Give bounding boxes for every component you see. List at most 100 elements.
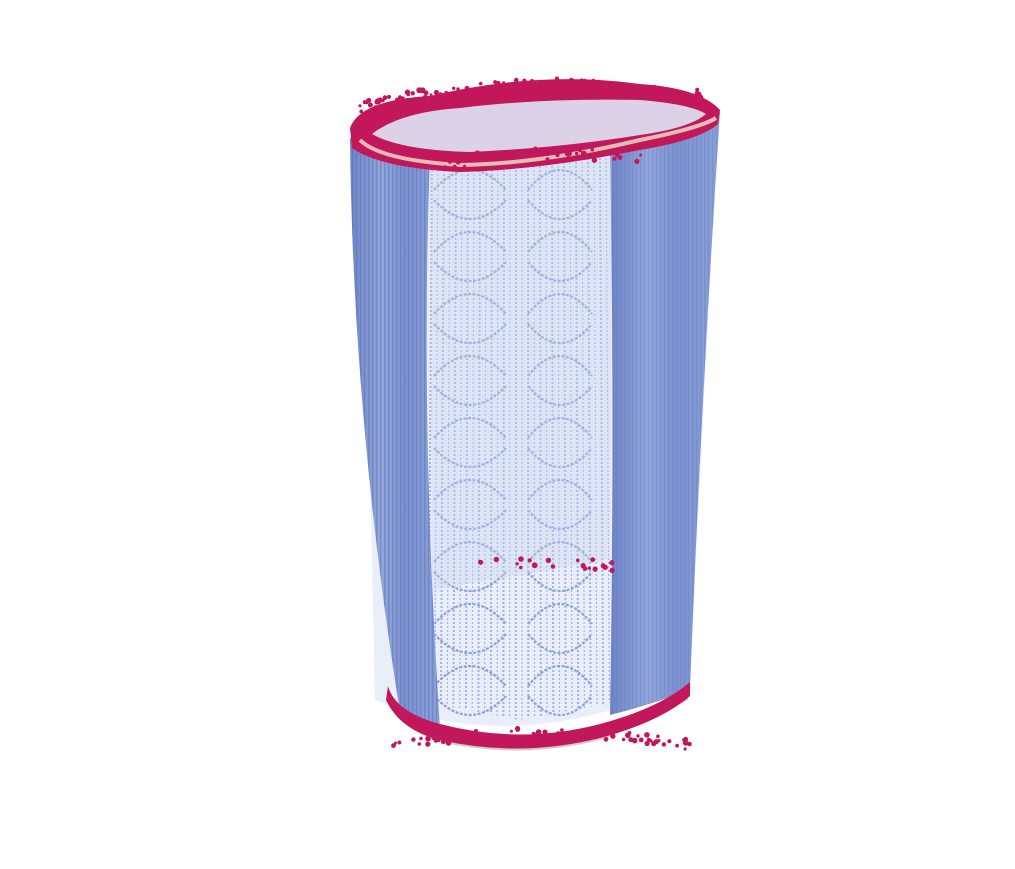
rim-point — [437, 738, 441, 743]
rim-point — [644, 740, 650, 747]
interior-strand — [569, 149, 573, 711]
rim-point — [551, 149, 557, 155]
rim-point — [429, 93, 433, 97]
interior-arc — [527, 168, 593, 221]
rim-point — [471, 736, 477, 742]
rim-point — [535, 729, 542, 735]
rim-point — [554, 76, 559, 81]
interior-arc — [527, 354, 593, 407]
rim-point — [404, 97, 411, 104]
rim-point — [463, 164, 466, 168]
rim-point — [647, 90, 651, 94]
rim-point — [656, 734, 660, 739]
rim-point — [684, 93, 690, 99]
rim-point — [615, 153, 620, 158]
rim-point — [456, 87, 460, 91]
rim-point — [652, 84, 657, 90]
rim-point — [464, 737, 468, 741]
rim-point — [574, 151, 579, 156]
rim-point — [576, 558, 580, 563]
rim-point — [458, 739, 463, 744]
rim-point — [419, 736, 423, 741]
rim-point — [597, 81, 602, 86]
interior-arc — [527, 416, 593, 469]
rim-point — [509, 729, 513, 733]
interior-strand — [484, 149, 487, 714]
rim-point — [425, 735, 431, 742]
top-rim-opening — [372, 99, 706, 152]
rim-point — [514, 77, 519, 83]
interior-strand — [533, 149, 536, 718]
rim-point — [422, 94, 428, 100]
rim-point — [404, 89, 411, 96]
interior-strand — [446, 149, 451, 707]
rim-point — [506, 84, 511, 89]
rim-point — [533, 146, 538, 151]
rim-point — [515, 725, 521, 732]
rim-point — [550, 87, 557, 93]
rim-point — [494, 80, 501, 87]
rim-scatter-points — [358, 76, 706, 751]
interior-strand — [459, 149, 463, 709]
rim-point — [644, 732, 650, 738]
rim-point — [646, 737, 652, 742]
rim-point — [518, 87, 522, 91]
rim-point — [602, 564, 608, 570]
rim-point — [609, 560, 615, 566]
rim-point — [394, 741, 397, 745]
rim-point — [609, 567, 615, 574]
rim-point — [661, 742, 667, 747]
rim-point — [701, 99, 706, 104]
rim-point — [592, 79, 596, 84]
rim-point — [520, 88, 525, 93]
rim-point — [545, 157, 550, 162]
rim-point — [498, 151, 504, 156]
interior-strand — [605, 149, 611, 703]
rim-point — [423, 90, 429, 96]
rim-point — [621, 737, 626, 742]
rim-point — [608, 149, 613, 153]
rim-point — [478, 559, 484, 565]
rim-point — [442, 95, 447, 100]
rim-point — [673, 92, 679, 98]
interior-strand — [434, 149, 439, 704]
interior-arc — [527, 664, 593, 717]
interior-arc — [433, 354, 507, 407]
rim-point — [631, 737, 638, 744]
rim-point — [591, 157, 598, 163]
rim-point — [411, 737, 416, 742]
rim-point — [518, 556, 524, 562]
rim-point — [542, 729, 548, 735]
rim-point — [673, 89, 678, 94]
interior-arc — [433, 230, 507, 283]
rim-point — [575, 81, 582, 87]
rim-point — [548, 79, 553, 84]
interior-strand — [599, 149, 605, 705]
rim-point — [682, 740, 689, 746]
interior-strand — [575, 149, 580, 709]
rim-point — [560, 728, 564, 732]
rim-point — [577, 729, 581, 734]
rim-point — [459, 735, 463, 739]
interior-arc — [527, 230, 593, 283]
interior-strand — [557, 149, 561, 713]
rim-point — [438, 92, 443, 96]
rim-point — [452, 86, 456, 91]
rim-point — [397, 740, 402, 745]
rim-point — [468, 90, 474, 96]
rim-point — [638, 737, 644, 743]
rim-point — [479, 87, 486, 94]
rim-point — [562, 733, 568, 739]
rim-point — [431, 735, 435, 740]
rim-point — [514, 153, 520, 159]
rim-point — [667, 739, 672, 744]
rim-point — [603, 736, 609, 742]
rim-point — [373, 105, 377, 109]
interior-strand — [439, 149, 445, 705]
rim-point — [544, 735, 548, 739]
rim-point — [377, 97, 383, 102]
interior-arc — [433, 292, 507, 345]
interior-arc — [433, 540, 507, 593]
rim-point — [566, 84, 570, 88]
